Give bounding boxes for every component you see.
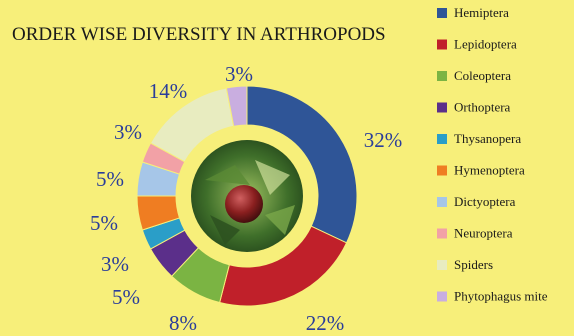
photo-leaf xyxy=(210,215,240,245)
percent-label: 32% xyxy=(364,128,403,152)
center-photo xyxy=(176,125,318,267)
percent-label: 22% xyxy=(306,311,345,335)
photo-leaf xyxy=(205,165,250,185)
percent-labels: 32% 22% 8% 5% 3% 5% 5% 3% 14% 3% xyxy=(90,62,402,335)
legend-label: Coleoptera xyxy=(454,68,511,83)
legend-swatch xyxy=(437,197,447,207)
pie-slices xyxy=(136,85,358,307)
photo-leaf xyxy=(255,160,290,195)
percent-label: 3% xyxy=(114,120,142,144)
percent-label: 5% xyxy=(90,211,118,235)
legend-label: Thysanopera xyxy=(454,131,521,146)
legend-swatch xyxy=(437,291,447,302)
percent-label: 3% xyxy=(225,62,253,86)
legend-swatch xyxy=(437,134,447,144)
legend-swatch xyxy=(437,228,447,239)
legend-label: Spiders xyxy=(454,257,493,272)
photo-fruit xyxy=(225,185,263,223)
legend-swatch xyxy=(437,165,447,176)
percent-label: 5% xyxy=(96,167,124,191)
photo-leaf xyxy=(265,205,295,235)
legend: Hemiptera Lepidoptera Coleoptera Orthoptera… xyxy=(437,5,548,304)
legend-swatch xyxy=(437,8,447,18)
legend-label: Hemiptera xyxy=(454,5,509,20)
chart-title: ORDER WISE DIVERSITY IN ARTHROPODS xyxy=(12,24,386,45)
legend-swatch xyxy=(437,102,447,113)
legend-label: Orthoptera xyxy=(454,100,511,115)
percent-label: 14% xyxy=(149,79,188,103)
legend-swatch xyxy=(437,260,447,270)
legend-label: Hymenoptera xyxy=(454,163,525,178)
legend-label: Lepidoptera xyxy=(454,37,517,52)
legend-swatch xyxy=(437,71,447,81)
percent-label: 5% xyxy=(112,285,140,309)
legend-swatch xyxy=(437,39,447,50)
legend-label: Dictyoptera xyxy=(454,194,516,209)
percent-label: 8% xyxy=(169,311,197,335)
percent-label: 3% xyxy=(101,252,129,276)
legend-label: Phytophagus mite xyxy=(454,289,548,304)
legend-label: Neuroptera xyxy=(454,226,513,241)
